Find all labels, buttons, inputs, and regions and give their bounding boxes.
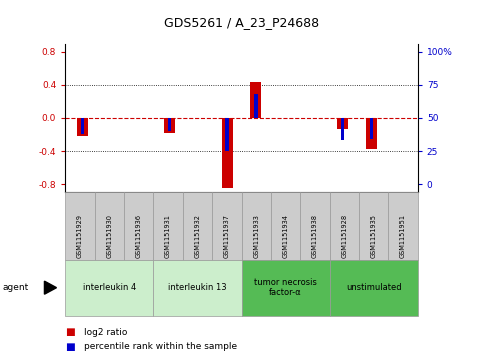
- Text: GSM1151929: GSM1151929: [77, 214, 83, 258]
- Bar: [337, 118, 348, 129]
- Text: ■: ■: [65, 342, 75, 352]
- Bar: [222, 118, 232, 188]
- Text: interleukin 4: interleukin 4: [83, 283, 136, 292]
- Bar: [164, 118, 175, 133]
- Text: agent: agent: [2, 283, 28, 292]
- Text: GSM1151951: GSM1151951: [400, 214, 406, 258]
- Text: GSM1151937: GSM1151937: [224, 214, 230, 258]
- Text: GSM1151932: GSM1151932: [195, 214, 200, 258]
- Text: interleukin 13: interleukin 13: [168, 283, 227, 292]
- Bar: [77, 118, 88, 136]
- Text: GDS5261 / A_23_P24688: GDS5261 / A_23_P24688: [164, 16, 319, 29]
- Text: ■: ■: [65, 327, 75, 337]
- Text: GSM1151933: GSM1151933: [253, 214, 259, 258]
- Text: GSM1151936: GSM1151936: [136, 214, 142, 258]
- Text: percentile rank within the sample: percentile rank within the sample: [84, 342, 237, 351]
- Text: GSM1151938: GSM1151938: [312, 214, 318, 258]
- Text: unstimulated: unstimulated: [346, 283, 401, 292]
- Text: GSM1151935: GSM1151935: [371, 214, 377, 258]
- Bar: [254, 94, 258, 118]
- Bar: [81, 118, 84, 134]
- Text: log2 ratio: log2 ratio: [84, 328, 127, 337]
- Polygon shape: [44, 281, 57, 294]
- Bar: [370, 118, 373, 139]
- Bar: [251, 82, 261, 118]
- Bar: [168, 118, 171, 131]
- Text: tumor necrosis
factor-α: tumor necrosis factor-α: [254, 278, 317, 297]
- Text: GSM1151930: GSM1151930: [106, 214, 112, 258]
- Text: GSM1151934: GSM1151934: [283, 214, 288, 258]
- Text: GSM1151931: GSM1151931: [165, 214, 171, 258]
- Bar: [366, 118, 377, 150]
- Bar: [225, 118, 229, 151]
- Text: GSM1151928: GSM1151928: [341, 213, 347, 258]
- Bar: [341, 118, 344, 140]
